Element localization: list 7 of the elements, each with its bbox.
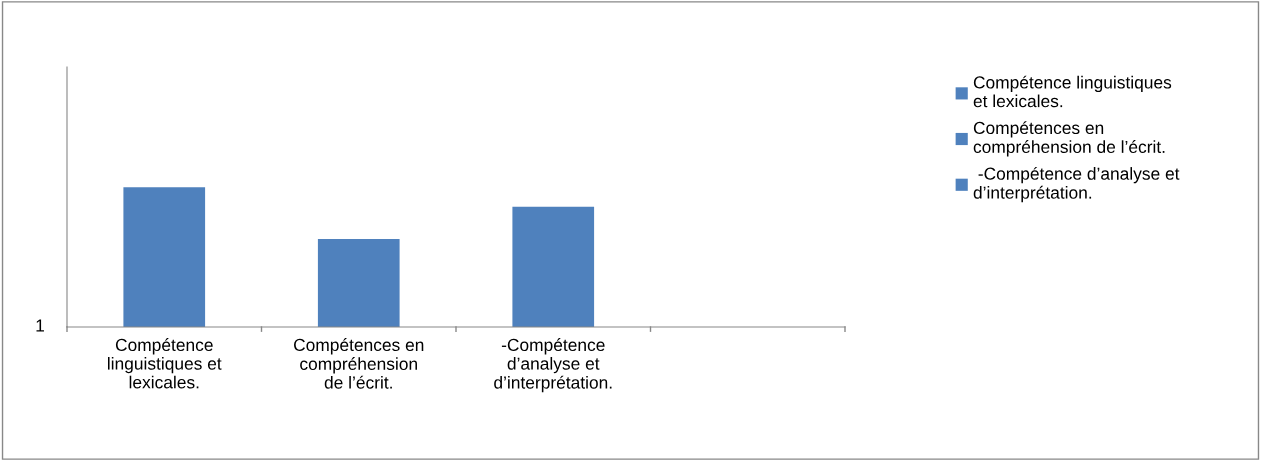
x-tick-label: Compétence linguistiques et lexicales. bbox=[108, 338, 222, 389]
x-tick-label: -Compétence d’analyse et d’interprétation. bbox=[494, 338, 612, 393]
text: 1 bbox=[36, 319, 44, 332]
legend-label: -Compétence d’analyse et d’interprétation. bbox=[973, 166, 1180, 203]
x-tick-label: Compétences en compréhension de l’écrit. bbox=[294, 338, 424, 389]
legend-label: Compétences en compréhension de l’écrit. bbox=[973, 121, 1165, 157]
legend-label: Compétence linguistiques et lexicales. bbox=[973, 75, 1172, 108]
